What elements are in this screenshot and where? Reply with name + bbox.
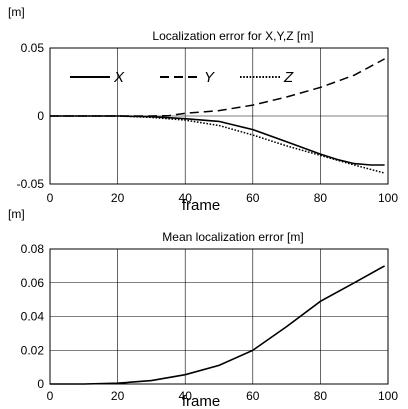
x-axis-label: frame (182, 197, 220, 214)
x-tick-label: 100 (378, 389, 398, 403)
y-tick-label: 0.06 (21, 276, 45, 290)
x-tick-label: 0 (47, 191, 54, 205)
legend-label-x: X (113, 69, 125, 86)
x-tick-label: 40 (179, 191, 193, 205)
x-tick-label: 60 (246, 191, 260, 205)
plot-frame (49, 248, 389, 385)
y-tick-label: 0.05 (21, 41, 45, 55)
unit-label: [m] (8, 5, 25, 19)
series-line-z (50, 115, 385, 174)
y-tick-label: 0 (37, 109, 44, 123)
y-tick-label: -0.05 (17, 177, 45, 191)
chart-title: Localization error for X,Y,Z [m] (152, 29, 313, 43)
y-tick-label: 0.08 (21, 242, 45, 256)
series-line-mean (50, 265, 385, 385)
x-tick-label: 20 (111, 191, 125, 205)
x-axis-label: frame (182, 393, 220, 409)
series-line-y (50, 58, 385, 117)
x-tick-label: 0 (47, 389, 54, 403)
legend-label-z: Z (283, 69, 294, 86)
y-tick-label: 0.02 (21, 343, 45, 357)
x-tick-label: 80 (314, 191, 328, 205)
series-line-x (50, 115, 385, 166)
x-tick-label: 80 (314, 389, 328, 403)
x-tick-label: 40 (179, 389, 193, 403)
x-tick-label: 20 (111, 389, 125, 403)
x-tick-label: 100 (378, 191, 398, 205)
y-tick-label: 0 (37, 377, 44, 391)
x-tick-label: 60 (246, 389, 260, 403)
y-tick-label: 0.04 (21, 310, 45, 324)
legend-label-y: Y (204, 69, 215, 86)
chart-title: Mean localization error [m] (162, 230, 303, 244)
unit-label: [m] (8, 207, 25, 221)
